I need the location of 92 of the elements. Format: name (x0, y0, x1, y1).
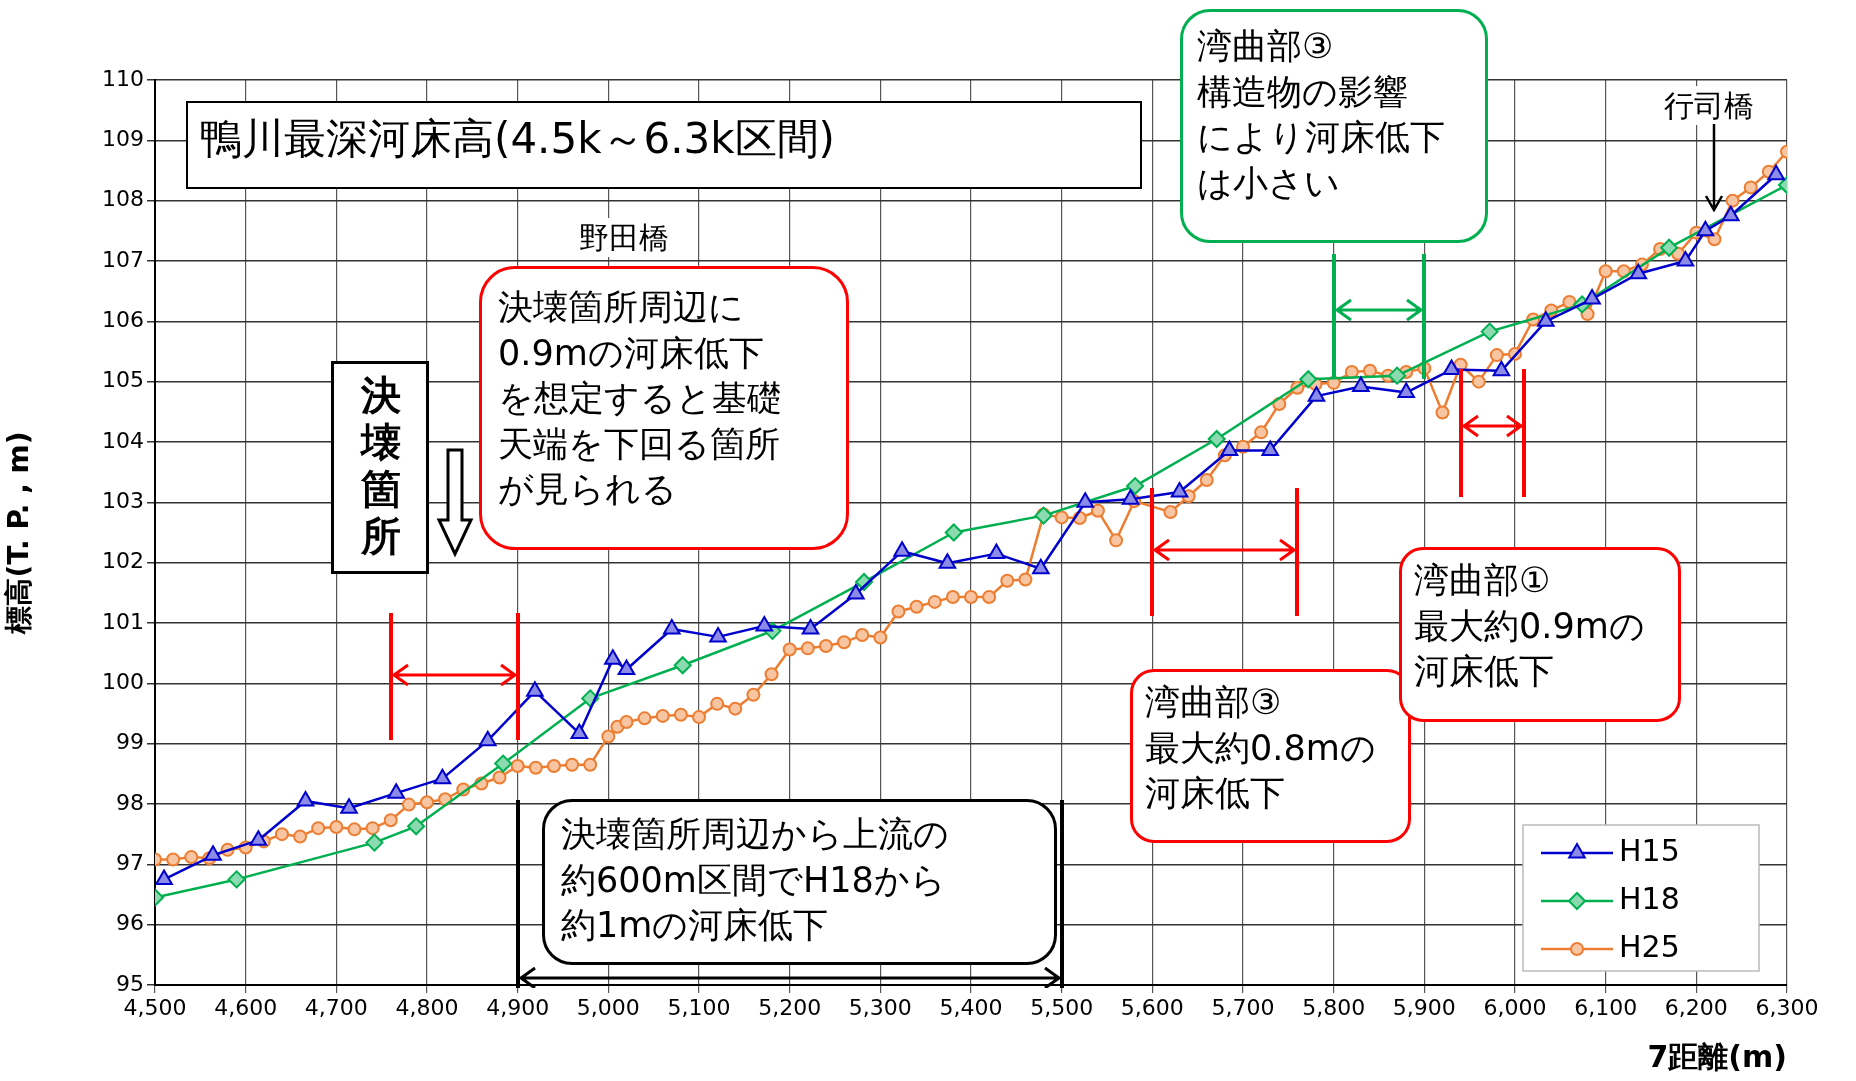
text: 鴨川最深河床高(4.5k～6.3k区間) (200, 113, 836, 165)
point (1492, 360, 1511, 377)
point (604, 649, 622, 665)
x-tick-label: 6,200 (1664, 994, 1728, 1020)
point (755, 616, 774, 632)
x-tick-label: 5,800 (1302, 994, 1366, 1020)
point (494, 754, 513, 773)
point (1480, 322, 1499, 341)
x-tick-label: 6,300 (1755, 994, 1819, 1020)
y-tick-label: 100 (102, 669, 144, 695)
x-tick-label: 4,900 (486, 994, 550, 1020)
point (1397, 382, 1415, 399)
point (944, 523, 963, 542)
y-tick-label: 98 (116, 789, 144, 815)
point (847, 584, 865, 600)
x-axis-title: 7距離(m) (1647, 1038, 1787, 1074)
point (1660, 238, 1679, 257)
x-tick-label: 4,500 (123, 994, 187, 1020)
point (227, 870, 246, 889)
legend-label: H25 (1619, 928, 1680, 964)
x-tick-label: 4,800 (395, 994, 459, 1020)
point (387, 783, 405, 799)
point (987, 543, 1006, 560)
point (526, 681, 544, 697)
point (617, 659, 636, 675)
x-tick-label: 5,700 (1211, 994, 1275, 1020)
y-tick-label: 103 (102, 488, 144, 514)
x-tick-label: 6,100 (1574, 994, 1638, 1020)
point (204, 845, 222, 861)
point (1307, 386, 1326, 402)
point (1207, 429, 1226, 448)
x-tick-label: 5,200 (758, 994, 822, 1020)
point (249, 830, 268, 846)
point (801, 619, 820, 635)
y-tick-label: 106 (102, 307, 144, 333)
x-tick-label: 4,600 (214, 994, 278, 1020)
point (709, 626, 727, 643)
y-tick-label: 95 (116, 970, 144, 996)
x-tick-label: 5,100 (667, 994, 731, 1020)
point (433, 768, 452, 785)
legend-label: H15 (1619, 832, 1680, 868)
point (340, 798, 358, 814)
point (407, 817, 426, 836)
x-tick-label: 5,300 (848, 994, 912, 1020)
legend-label: H18 (1619, 880, 1680, 916)
y-tick-label: 104 (102, 427, 144, 453)
annotation: 野田橋 (575, 218, 673, 257)
point (1721, 205, 1740, 222)
x-tick-label: 5,900 (1392, 994, 1456, 1020)
point (1442, 359, 1461, 376)
point (1767, 164, 1785, 181)
y-tick-label: 109 (102, 126, 144, 152)
point (1388, 366, 1407, 385)
point (1032, 558, 1050, 575)
y-tick-label: 110 (102, 65, 144, 91)
point (365, 833, 384, 852)
x-tick-label: 4,700 (304, 994, 368, 1020)
y-tick-label: 107 (102, 246, 144, 272)
point (1696, 220, 1715, 237)
y-tick-label: 101 (102, 608, 144, 634)
point (1537, 311, 1555, 327)
x-tick-label: 6,000 (1483, 994, 1547, 1020)
point (1076, 492, 1095, 508)
y-tick-label: 108 (102, 186, 144, 212)
x-tick-label: 5,000 (576, 994, 640, 1020)
point (938, 553, 957, 569)
point (478, 730, 497, 747)
y-tick-label: 102 (102, 548, 144, 574)
y-tick-label: 105 (102, 367, 144, 393)
x-tick-label: 5,400 (939, 994, 1003, 1020)
point (893, 541, 911, 557)
point (296, 790, 315, 807)
point (663, 619, 681, 635)
point (155, 869, 173, 885)
y-axis-title: 標高(T. P. , m) (2, 431, 36, 635)
point (673, 656, 692, 675)
y-tick-label: 96 (116, 910, 144, 936)
point (1629, 263, 1648, 280)
point (1583, 289, 1601, 305)
y-tick-label: 99 (116, 729, 144, 755)
point (570, 723, 589, 739)
point (1676, 251, 1695, 267)
point (1261, 440, 1279, 456)
x-tick-label: 5,600 (1120, 994, 1184, 1020)
point (1170, 482, 1189, 498)
point (1220, 440, 1239, 456)
y-tick-label: 97 (116, 850, 144, 876)
x-tick-label: 5,500 (1030, 994, 1094, 1020)
point (1299, 370, 1318, 389)
annotation: 行司橋 (1660, 86, 1758, 125)
point (1121, 489, 1140, 505)
point (1352, 376, 1370, 392)
